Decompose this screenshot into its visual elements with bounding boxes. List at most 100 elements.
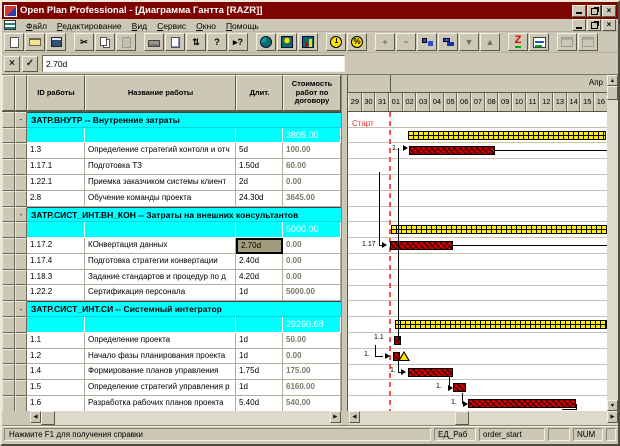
cut-button[interactable]: ✂: [74, 33, 94, 51]
child-close-button[interactable]: ×: [602, 19, 616, 31]
activity-duration[interactable]: 1.75d: [236, 364, 283, 381]
activity-id[interactable]: 1.22.2: [27, 285, 85, 302]
row-collapse-handle[interactable]: [15, 175, 27, 191]
row-collapse-handle[interactable]: [15, 159, 27, 176]
activity-id[interactable]: 1.1: [27, 332, 85, 349]
row-handle[interactable]: [2, 190, 15, 207]
time-now-button[interactable]: [326, 33, 346, 51]
activity-cost[interactable]: 0.00: [283, 175, 341, 191]
activity-row[interactable]: 1.22.2 Сертификация персонала 1d 5000.00: [2, 285, 341, 302]
row-handle[interactable]: [2, 380, 15, 396]
activity-name[interactable]: Определение стратегий управления р: [85, 380, 236, 396]
activity-name[interactable]: Разработка рабочих планов проекта: [85, 395, 236, 411]
task-bar[interactable]: [394, 335, 401, 345]
row-handle[interactable]: [2, 127, 15, 144]
activity-duration[interactable]: 2d: [236, 175, 283, 191]
activity-cost[interactable]: 0.00: [283, 238, 341, 254]
activity-row[interactable]: 1.5 Определение стратегий управления р 1d 6…: [2, 380, 341, 396]
activity-id[interactable]: 1.17.4: [27, 253, 85, 270]
row-collapse-handle[interactable]: [15, 190, 27, 207]
column-header-4[interactable]: Длит.: [236, 75, 283, 111]
activity-id[interactable]: 1.6: [27, 395, 85, 411]
copy-button[interactable]: [95, 33, 115, 51]
new-document-button[interactable]: [4, 33, 24, 51]
activity-name[interactable]: Подготовка стратегии конвертации: [85, 253, 236, 270]
close-button[interactable]: ×: [602, 4, 616, 17]
row-handle[interactable]: [2, 159, 15, 176]
add-activity-button[interactable]: +: [375, 33, 395, 51]
row-collapse-handle[interactable]: -: [15, 206, 27, 223]
activity-id[interactable]: 1.18.3: [27, 269, 85, 286]
task-bar[interactable]: [453, 383, 466, 393]
activity-name[interactable]: Приемка заказчиком системы клиент: [85, 175, 236, 191]
minimize-button[interactable]: [572, 4, 586, 17]
row-handle[interactable]: [2, 332, 15, 349]
row-handle[interactable]: [2, 364, 15, 381]
open-file-button[interactable]: [25, 33, 45, 51]
activity-name[interactable]: Обучение команды проекта: [85, 190, 236, 207]
activity-row[interactable]: 1.6 Разработка рабочих планов проекта 5.40…: [2, 395, 341, 411]
activity-name[interactable]: Подготовка ТЗ: [85, 159, 236, 176]
row-collapse-handle[interactable]: [15, 395, 27, 411]
activity-name[interactable]: Задание стандартов и процедур по д: [85, 269, 236, 286]
activity-cost[interactable]: 0.00: [283, 253, 341, 270]
activity-cost[interactable]: 60.00: [283, 159, 341, 176]
activity-cost[interactable]: 540.00: [283, 395, 341, 411]
task-bar[interactable]: [408, 367, 453, 377]
scroll-down-button[interactable]: ▼: [607, 400, 618, 411]
task-bar[interactable]: [409, 146, 495, 156]
row-collapse-handle[interactable]: [15, 238, 27, 254]
time-analysis-button[interactable]: [256, 33, 276, 51]
activity-row[interactable]: 1.17.4 Подготовка стратегии конвертации 2.…: [2, 253, 341, 270]
row-collapse-handle[interactable]: [15, 380, 27, 396]
horizontal-scroll-thumb[interactable]: [454, 411, 469, 425]
link-activities-button[interactable]: [417, 33, 437, 51]
row-collapse-handle[interactable]: [15, 222, 27, 239]
scroll-left-button[interactable]: ◀: [30, 411, 41, 423]
scroll-up-button[interactable]: ▲: [607, 75, 618, 86]
column-header-0[interactable]: [2, 75, 15, 111]
activity-cost[interactable]: 6160.00: [283, 380, 341, 396]
menu-файл[interactable]: Файл: [26, 21, 47, 31]
activity-duration[interactable]: 4.20d: [236, 269, 283, 286]
vertical-scroll-track[interactable]: [607, 100, 618, 400]
activity-name[interactable]: Формирование планов управления: [85, 364, 236, 381]
activity-cost[interactable]: 175.00: [283, 364, 341, 381]
menu-окно[interactable]: Окно: [196, 21, 216, 31]
group-total-row[interactable]: 3805.00: [2, 127, 341, 144]
help-button[interactable]: ?: [207, 33, 227, 51]
row-handle[interactable]: [2, 269, 15, 286]
activity-row[interactable]: 1.4 Формирование планов управления 1.75d 17…: [2, 364, 341, 381]
menu-помощь[interactable]: Помощь: [225, 21, 259, 31]
activity-id[interactable]: 1.17.2: [27, 238, 85, 254]
activity-name[interactable]: Определение стратегий контоля и отч: [85, 143, 236, 160]
restore-button[interactable]: [587, 4, 601, 17]
activity-cost[interactable]: 5000.00: [283, 285, 341, 302]
summary-bar[interactable]: [395, 320, 607, 330]
timescale-view-button[interactable]: [529, 33, 549, 51]
activity-duration[interactable]: 2.40d: [236, 253, 283, 270]
row-handle[interactable]: [2, 285, 15, 302]
gantt-horizontal-scrollbar[interactable]: ◀ ▶: [348, 411, 618, 425]
activity-cost[interactable]: 50.00: [283, 332, 341, 349]
paste-button[interactable]: [116, 33, 136, 51]
zigzag-view-button[interactable]: Z: [508, 33, 528, 51]
activity-name[interactable]: Определение проекта: [85, 332, 236, 349]
menu-редактирование[interactable]: Редактирование: [56, 21, 122, 31]
activity-row[interactable]: 1.1 Определение проекта 1d 50.00: [2, 332, 341, 349]
cost-histogram-button[interactable]: [298, 33, 318, 51]
activity-id[interactable]: 2.8: [27, 190, 85, 207]
activity-id[interactable]: 1.3: [27, 143, 85, 160]
child-restore-button[interactable]: [587, 19, 601, 31]
group-total-row[interactable]: 5000.00: [2, 222, 341, 239]
summary-bar[interactable]: [391, 225, 607, 235]
column-header-5[interactable]: Стоимость работ по договору: [283, 75, 341, 111]
activity-name[interactable]: КОнвертация данных: [85, 238, 236, 254]
activity-row[interactable]: 1.17.1 Подготовка ТЗ 1.50d 60.00: [2, 159, 341, 176]
activity-duration[interactable]: 5.40d: [236, 395, 283, 411]
column-header-2[interactable]: ID работы: [27, 75, 85, 111]
move-up-button[interactable]: ▲: [480, 33, 500, 51]
row-collapse-handle[interactable]: [15, 364, 27, 381]
column-header-1[interactable]: [15, 75, 27, 111]
activity-duration[interactable]: 1d: [236, 380, 283, 396]
